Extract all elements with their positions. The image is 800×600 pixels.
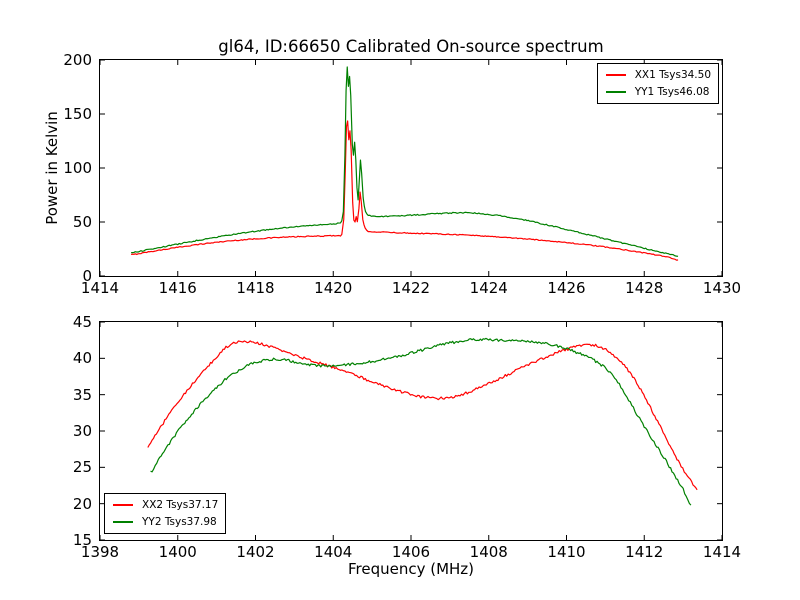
y-tick-label: 200 (63, 51, 92, 69)
x-tick-label: 1404 (314, 543, 353, 561)
legend-item-xx1: XX1 Tsys34.50 (605, 68, 711, 82)
y-tick-label: 150 (63, 105, 92, 123)
y-tick-label: 25 (72, 458, 92, 477)
y-tick-label: 50 (72, 213, 92, 231)
legend-label-xx1: XX1 Tsys34.50 (634, 69, 711, 81)
x-tick-label: 1424 (469, 279, 508, 297)
x-tick-label: 1408 (469, 543, 508, 561)
spectrum-curve-xx2 (147, 340, 698, 491)
x-axis-label-frequency: Frequency (MHz) (347, 560, 475, 578)
x-tick-label: 1414 (80, 279, 120, 297)
y-tick-label: 100 (63, 159, 92, 177)
x-tick-label: 1430 (702, 279, 742, 297)
legend-line-sample-yy2 (113, 521, 133, 523)
legend-bottom: XX2 Tsys37.17 YY2 Tsys37.98 (104, 493, 227, 534)
legend-label-yy1: YY1 Tsys46.08 (634, 86, 710, 98)
plot-top: XX1 Tsys34.50 YY1 Tsys46.08 (99, 59, 723, 277)
plot-bottom-canvas (100, 322, 722, 540)
plot-bottom: XX2 Tsys37.17 YY2 Tsys37.98 (99, 321, 723, 541)
legend-item-xx2: XX2 Tsys37.17 (113, 498, 218, 512)
legend-line-sample-xx2 (113, 504, 133, 506)
x-tick-label: 1400 (158, 543, 197, 561)
legend-line-sample-yy1 (605, 91, 626, 93)
legend-top: XX1 Tsys34.50 YY1 Tsys46.08 (596, 63, 719, 104)
x-tick-label: 1420 (314, 279, 353, 297)
x-tick-label: 1412 (625, 543, 664, 561)
y-tick-label: 0 (82, 267, 92, 285)
y-tick-label: 30 (72, 422, 92, 440)
x-tick-label: 1418 (236, 279, 275, 297)
x-tick-label: 1428 (625, 279, 664, 297)
legend-label-xx2: XX2 Tsys37.17 (142, 499, 219, 511)
figure-title: gl64, ID:66650 Calibrated On-source spec… (218, 37, 604, 56)
spectrum-curve-yy2 (150, 337, 692, 506)
y-tick-label: 35 (72, 385, 92, 404)
x-tick-label: 1402 (236, 543, 275, 561)
legend-label-yy2: YY2 Tsys37.98 (142, 516, 217, 528)
spectrum-curve-yy1 (131, 66, 679, 257)
legend-item-yy1: YY1 Tsys46.08 (605, 85, 711, 99)
y-tick-label: 45 (72, 313, 92, 331)
y-tick-label: 20 (72, 494, 92, 513)
x-tick-label: 1410 (547, 543, 586, 561)
y-tick-label: 15 (72, 531, 92, 549)
legend-line-sample-xx1 (605, 74, 626, 76)
legend-item-yy2: YY2 Tsys37.98 (113, 515, 218, 529)
x-tick-label: 1426 (547, 279, 586, 297)
x-tick-label: 1422 (391, 279, 431, 297)
x-tick-label: 1416 (158, 279, 197, 297)
plot-top-canvas (100, 60, 722, 276)
y-tick-label: 40 (72, 349, 92, 368)
spectrum-curve-xx1 (131, 120, 679, 261)
x-tick-label: 1398 (80, 543, 120, 561)
x-tick-label: 1406 (391, 543, 431, 561)
x-tick-label: 1414 (702, 543, 742, 561)
